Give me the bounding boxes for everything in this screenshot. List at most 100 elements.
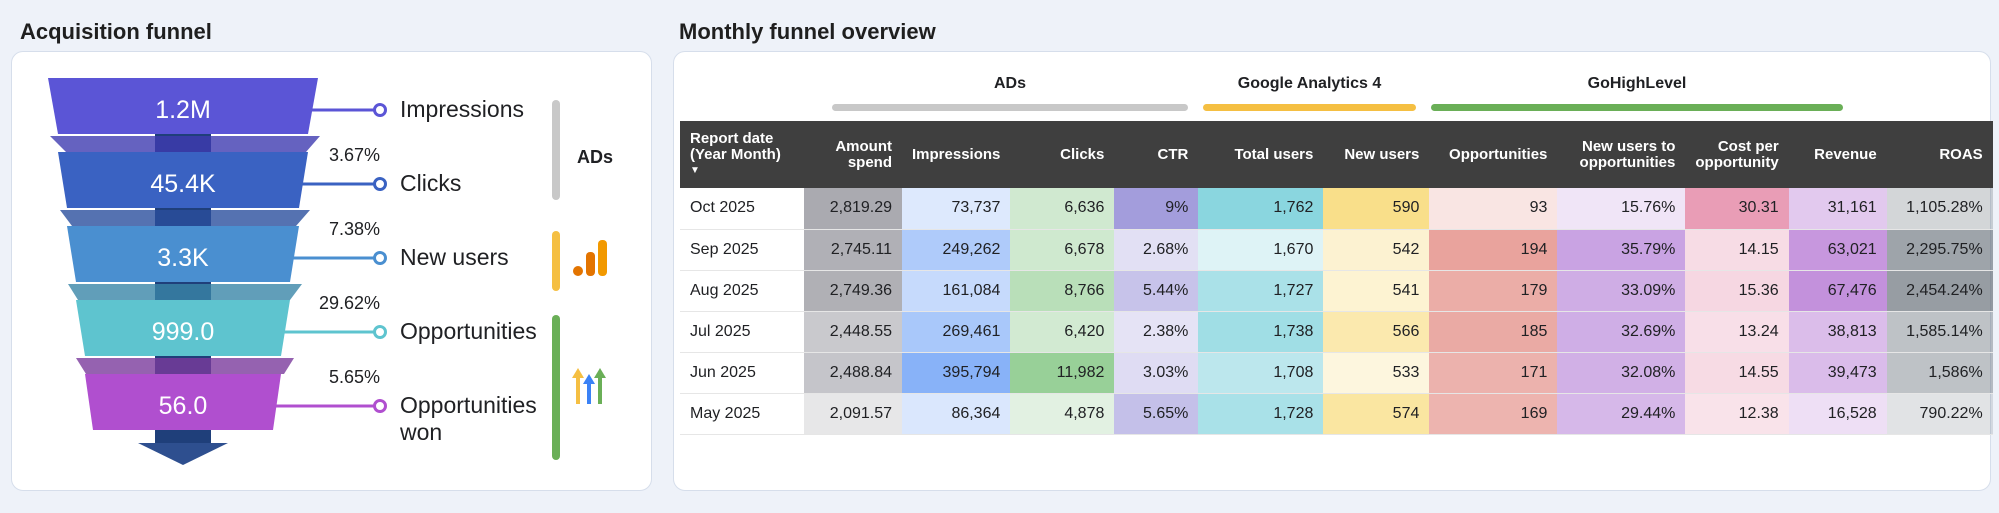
metric-cell: 790.22% [1886, 393, 1993, 435]
funnel-overview-table: Report date (Year Month) ▼ Amount spend … [680, 121, 1993, 435]
metric-cell: 30.31 [1685, 188, 1789, 230]
column-header-cost-per-opportunity[interactable]: Cost per opportunity [1685, 121, 1789, 188]
metric-cell: 1,727 [1198, 270, 1324, 312]
metric-cell: 8,766 [1010, 270, 1115, 312]
column-header-report-date[interactable]: Report date (Year Month) ▼ [680, 121, 804, 188]
metric-cell: 171 [1429, 352, 1558, 394]
group-line-ghl [1431, 104, 1843, 111]
metric-cell: 6,636 [1010, 188, 1115, 230]
metric-cell: 15.36 [1685, 270, 1789, 312]
funnel-stage-value: 45.4K [150, 170, 216, 198]
metric-cell: 1,738 [1198, 311, 1324, 353]
metric-cell: 6,420 [1010, 311, 1115, 353]
metric-cell: 395,794 [902, 352, 1011, 394]
column-header-revenue[interactable]: Revenue [1788, 121, 1887, 188]
column-header-impressions[interactable]: Impressions [902, 121, 1011, 188]
metric-cell: 5.65% [1114, 393, 1199, 435]
metric-cell: 2,745.11 [804, 229, 902, 271]
metric-cell: 11,982 [1010, 352, 1115, 394]
table-row[interactable]: Sep 2025 2,745.11 249,262 6,678 2.68% 1,670 54… [680, 229, 1993, 271]
funnel-stage-value: 1.2M [155, 96, 211, 124]
funnel-title: Acquisition funnel [20, 19, 212, 44]
funnel-connector-dot [373, 177, 387, 191]
metric-cell: 63,021 [1788, 229, 1887, 271]
metric-cell: 542 [1323, 229, 1430, 271]
column-header-new-users-to-opportunities[interactable]: New users to opportunities [1557, 121, 1686, 188]
sort-desc-icon[interactable]: ▼ [690, 164, 700, 176]
metric-cell: 67,476 [1788, 270, 1887, 312]
table-row[interactable]: Oct 2025 2,819.29 73,737 6,636 9% 1,762 590 93 1… [680, 188, 1993, 230]
group-line-ga4 [1203, 104, 1416, 111]
funnel-conversion-rate: 29.62% [318, 293, 380, 313]
column-header-roas[interactable]: ROAS [1886, 121, 1993, 188]
metric-cell: 2.38% [1114, 311, 1199, 353]
metric-cell: 1,105.28% [1886, 188, 1993, 230]
ads-source-bar [552, 100, 560, 200]
column-header-amount-spend[interactable]: Amount spend [804, 121, 902, 188]
metric-cell: 2,091.57 [804, 393, 902, 435]
metric-cell: 2,749.36 [804, 270, 902, 312]
funnel-stage-value: 999.0 [151, 318, 215, 346]
metric-cell: 12.38 [1685, 393, 1789, 435]
funnel-conversion-rate: 7.38% [328, 219, 380, 239]
metric-cell: 590 [1323, 188, 1430, 230]
funnel-ribbon [60, 210, 310, 226]
funnel-band [58, 152, 308, 208]
metric-cell: 14.15 [1685, 229, 1789, 271]
metric-cell: 86,364 [902, 393, 1011, 435]
column-header-new-users[interactable]: New users [1323, 121, 1430, 188]
group-line-ads [832, 104, 1188, 111]
metric-cell: 2,454.24% [1886, 270, 1993, 312]
report-date-cell: Jun 2025 [680, 352, 804, 394]
metric-cell: 31,161 [1788, 188, 1887, 230]
column-header-label: Report date (Year Month) [690, 129, 781, 163]
table-row[interactable]: Aug 2025 2,749.36 161,084 8,766 5.44% 1,727 54… [680, 270, 1993, 312]
metric-cell: 4,878 [1010, 393, 1115, 435]
metric-cell: 1,762 [1198, 188, 1324, 230]
metric-cell: 6,678 [1010, 229, 1115, 271]
funnel-stage-label: Impressions [400, 96, 524, 122]
funnel-stage-value: 3.3K [157, 244, 209, 272]
column-header-ctr[interactable]: CTR [1114, 121, 1199, 188]
report-date-cell: Oct 2025 [680, 188, 804, 230]
table-row[interactable]: Jun 2025 2,488.84 395,794 11,982 3.03% 1,708 5… [680, 352, 1993, 394]
funnel-connector-dot [373, 251, 387, 265]
metric-cell: 73,737 [902, 188, 1011, 230]
table-row[interactable]: Jul 2025 2,448.55 269,461 6,420 2.38% 1,738 56… [680, 311, 1993, 353]
metric-cell: 33.09% [1557, 270, 1686, 312]
metric-cell: 32.08% [1557, 352, 1686, 394]
overview-title: Monthly funnel overview [679, 19, 936, 44]
funnel-band [76, 300, 290, 356]
report-date-cell: May 2025 [680, 393, 804, 435]
metric-cell: 574 [1323, 393, 1430, 435]
metric-cell: 14.55 [1685, 352, 1789, 394]
funnel-band [85, 374, 281, 430]
metric-cell: 185 [1429, 311, 1558, 353]
ads-source-label: ADs [577, 147, 614, 167]
metric-cell: 1,708 [1198, 352, 1324, 394]
group-header-ga4: Google Analytics 4 [1237, 75, 1382, 92]
funnel-conversion-rate: 5.65% [328, 367, 380, 387]
column-header-total-users[interactable]: Total users [1198, 121, 1324, 188]
funnel-stage-label-line: won [400, 419, 443, 445]
column-header-opportunities[interactable]: Opportunities [1429, 121, 1558, 188]
funnel-connector-dot [373, 325, 387, 339]
funnel-ribbon [68, 284, 302, 300]
report-date-cell: Jul 2025 [680, 311, 804, 353]
metric-cell: 32.69% [1557, 311, 1686, 353]
column-header-clicks[interactable]: Clicks [1010, 121, 1115, 188]
metric-cell: 249,262 [902, 229, 1011, 271]
ghl-source-bar [552, 315, 560, 460]
gohighlevel-icon [572, 368, 606, 404]
metric-cell: 1,728 [1198, 393, 1324, 435]
funnel-chart [48, 78, 387, 465]
metric-cell: 161,084 [902, 270, 1011, 312]
metric-cell: 194 [1429, 229, 1558, 271]
ga4-source-bar [552, 231, 560, 291]
table-row[interactable]: May 2025 2,091.57 86,364 4,878 5.65% 1,728 574… [680, 393, 1993, 435]
metric-cell: 533 [1323, 352, 1430, 394]
metric-cell: 2,488.84 [804, 352, 902, 394]
metric-cell: 39,473 [1788, 352, 1887, 394]
report-date-cell: Sep 2025 [680, 229, 804, 271]
metric-cell: 1,670 [1198, 229, 1324, 271]
